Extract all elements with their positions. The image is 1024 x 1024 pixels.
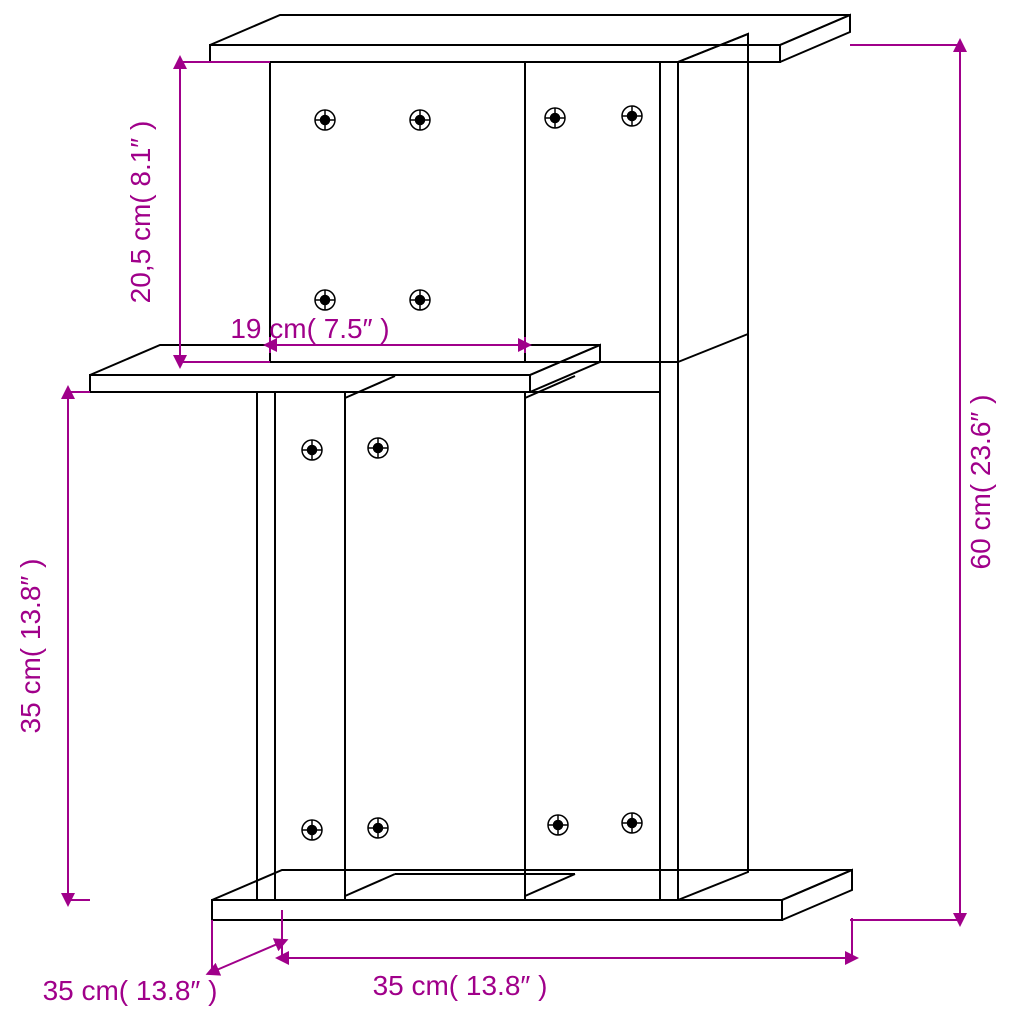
dimension-label: 35 cm( 13.8″ ): [373, 970, 548, 1001]
dimension-label: 19 cm( 7.5″ ): [230, 313, 389, 344]
dimension-label: 35 cm( 13.8″ ): [15, 559, 46, 734]
dimension-label: 35 cm( 13.8″ ): [43, 975, 218, 1006]
dimension-label: 20,5 cm( 8.1″ ): [125, 121, 156, 304]
dimension-label: 60 cm( 23.6″ ): [965, 395, 996, 570]
